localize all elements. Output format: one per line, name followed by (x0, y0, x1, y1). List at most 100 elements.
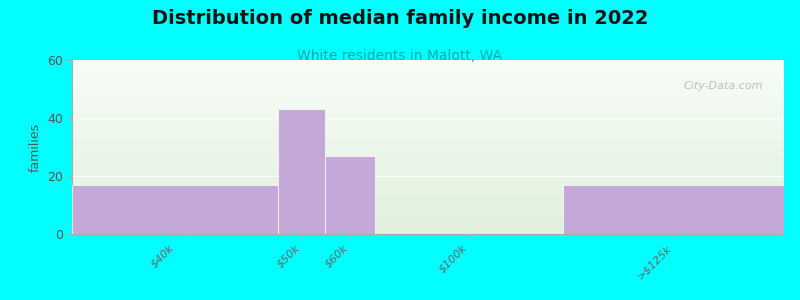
Bar (72, 100, 784, 102)
Bar (72, 192, 784, 194)
Bar (72, 142, 784, 143)
Bar (72, 178, 784, 180)
Bar (72, 208, 784, 210)
Bar (72, 149, 784, 151)
Bar (72, 126, 784, 128)
Bar (72, 82, 784, 84)
Bar (72, 114, 784, 116)
Bar (72, 156, 784, 158)
Bar (72, 173, 784, 175)
Bar (72, 147, 784, 149)
Bar (72, 201, 784, 203)
Bar (72, 187, 784, 189)
Bar (72, 197, 784, 199)
Bar (72, 180, 784, 182)
Bar (72, 121, 784, 123)
Bar (72, 194, 784, 196)
Bar (72, 171, 784, 173)
Bar (72, 117, 784, 119)
Bar (325, 156, 374, 234)
Bar (72, 215, 784, 217)
Bar (72, 230, 784, 232)
Bar (72, 70, 784, 72)
Bar (72, 124, 784, 126)
Bar (72, 220, 784, 222)
Bar (72, 84, 784, 86)
Bar (72, 210, 784, 212)
Bar (72, 168, 784, 170)
Bar (72, 105, 784, 107)
Bar (72, 145, 784, 147)
Bar (72, 81, 784, 82)
Bar (72, 76, 784, 77)
Bar (72, 217, 784, 218)
Bar (72, 69, 784, 70)
Bar (72, 103, 784, 105)
Bar (72, 222, 784, 224)
Text: White residents in Malott, WA: White residents in Malott, WA (298, 50, 502, 64)
Bar (72, 72, 784, 74)
Bar (72, 184, 784, 185)
Bar (72, 138, 784, 140)
Bar (72, 227, 784, 229)
Bar (72, 140, 784, 142)
Bar (72, 224, 784, 225)
Bar (72, 177, 784, 178)
Text: Distribution of median family income in 2022: Distribution of median family income in … (152, 9, 648, 28)
Bar (72, 182, 784, 184)
Bar (278, 109, 325, 234)
Bar (72, 93, 784, 95)
Bar (72, 152, 784, 154)
Text: City-Data.com: City-Data.com (683, 81, 762, 91)
Bar (72, 143, 784, 145)
Bar (72, 175, 784, 177)
Bar (72, 204, 784, 206)
Bar (72, 128, 784, 130)
Bar (72, 203, 784, 204)
Bar (72, 90, 784, 91)
Y-axis label: families: families (29, 122, 42, 172)
Bar (72, 119, 784, 121)
Bar (72, 123, 784, 124)
Bar (72, 213, 784, 215)
Bar (72, 98, 784, 100)
Bar (72, 77, 784, 79)
Bar (72, 136, 784, 138)
Bar (72, 159, 784, 161)
Bar (72, 133, 784, 135)
Bar (72, 60, 784, 62)
Bar (72, 135, 784, 137)
Bar (72, 154, 784, 156)
Bar (72, 229, 784, 230)
Bar (72, 62, 784, 64)
Bar (72, 65, 784, 67)
Bar (72, 185, 278, 234)
Bar (72, 86, 784, 88)
Bar (72, 218, 784, 220)
Bar (72, 169, 784, 171)
Bar (72, 151, 784, 152)
Bar (72, 67, 784, 69)
Bar (72, 112, 784, 114)
Bar (72, 109, 784, 110)
Bar (72, 164, 784, 166)
Bar (72, 232, 784, 234)
Bar (72, 196, 784, 197)
Bar (72, 158, 784, 159)
Bar (72, 212, 784, 213)
Bar (563, 185, 784, 234)
Bar (72, 225, 784, 227)
Bar (72, 189, 784, 190)
Bar (72, 163, 784, 164)
Bar (72, 102, 784, 103)
Bar (72, 79, 784, 81)
Bar (72, 95, 784, 97)
Bar (72, 185, 784, 187)
Bar (72, 131, 784, 133)
Bar (72, 110, 784, 112)
Bar (72, 161, 784, 163)
Bar (72, 64, 784, 65)
Bar (72, 97, 784, 98)
Bar (72, 206, 784, 208)
Bar (72, 74, 784, 76)
